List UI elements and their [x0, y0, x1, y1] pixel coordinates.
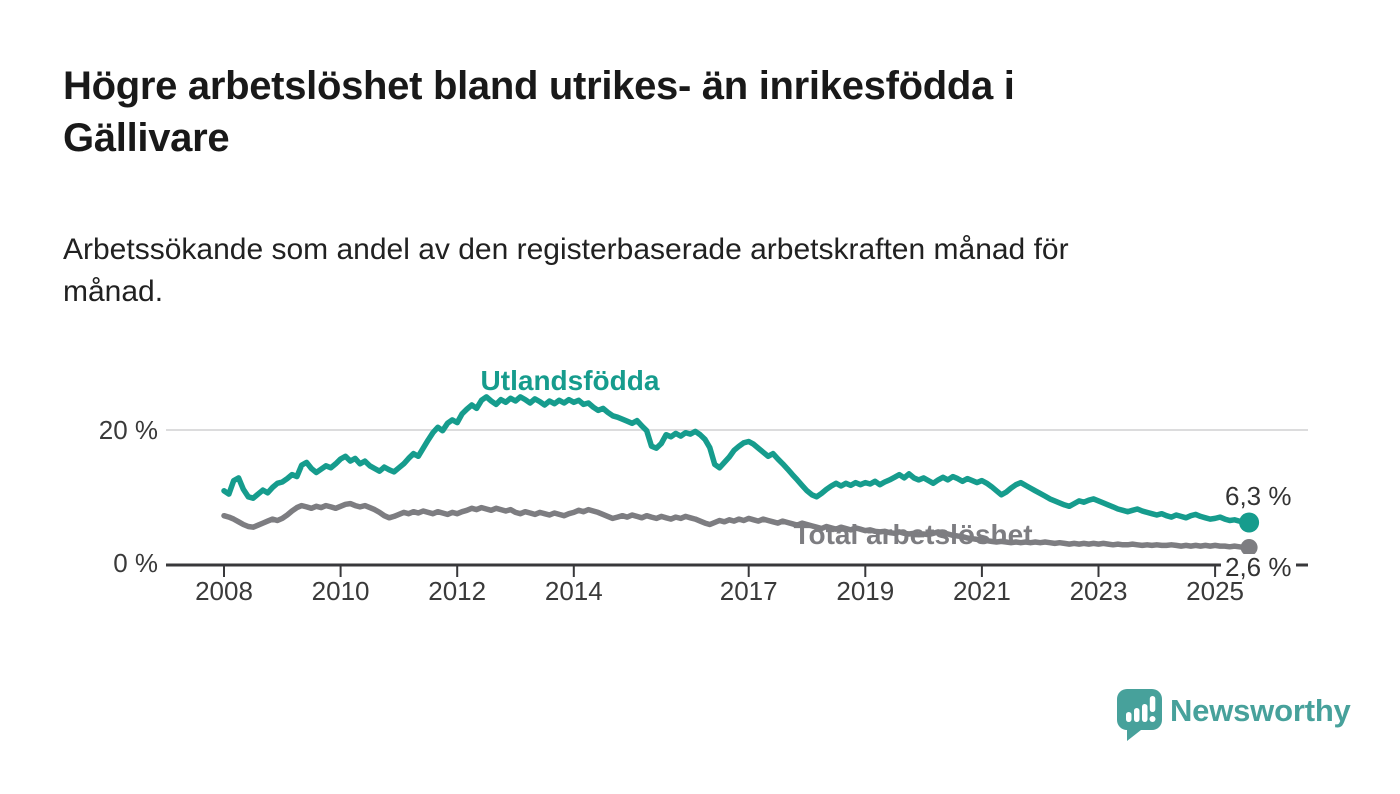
newsworthy-logo: Newsworthy — [1116, 688, 1376, 748]
x-tick-label-2019: 2019 — [836, 576, 895, 606]
y-axis-label-20: 20 % — [98, 415, 158, 445]
series-label-utlandsfodda: Utlandsfödda — [480, 365, 660, 396]
x-tick-label-2021: 2021 — [952, 576, 1011, 606]
subtitle-line-1: Arbetssökande som andel av den registerb… — [63, 233, 1069, 266]
x-tick-label-2025: 2025 — [1186, 576, 1245, 606]
x-tick-label-2023: 2023 — [1069, 576, 1128, 606]
x-tick-label-2017: 2017 — [719, 576, 778, 606]
x-tick-label-2012: 2012 — [428, 576, 487, 606]
series-line-total — [221, 500, 1252, 551]
series-label-total-arbetsloshet: Total arbetslöshet — [793, 519, 1033, 550]
newsworthy-logo-icon — [1117, 689, 1162, 741]
chart-subtitle: Arbetssökande som andel av den registerb… — [63, 229, 1069, 313]
title-line-1: Högre arbetslöshet bland utrikes- än inr… — [63, 64, 1015, 108]
end-dot-total — [1240, 539, 1258, 556]
subtitle-line-2: månad. — [63, 275, 164, 308]
x-tick-label-2010: 2010 — [311, 576, 370, 606]
end-dot-utlandsfodda — [1239, 512, 1260, 533]
page-title: Högre arbetslöshet bland utrikes- än inr… — [63, 60, 1015, 164]
end-value-label-total: 2,6 % — [1221, 554, 1296, 581]
x-tick-label-2014: 2014 — [544, 576, 603, 606]
title-line-2: Gällivare — [63, 116, 230, 160]
series-line-utlandsfodda — [221, 394, 1252, 526]
x-tick-label-2008: 2008 — [195, 576, 253, 606]
y-axis-label-0: 0 % — [113, 548, 158, 578]
end-value-label-utlandsfodda: 6,3 % — [1225, 481, 1292, 511]
brand-name: Newsworthy — [1170, 693, 1351, 728]
